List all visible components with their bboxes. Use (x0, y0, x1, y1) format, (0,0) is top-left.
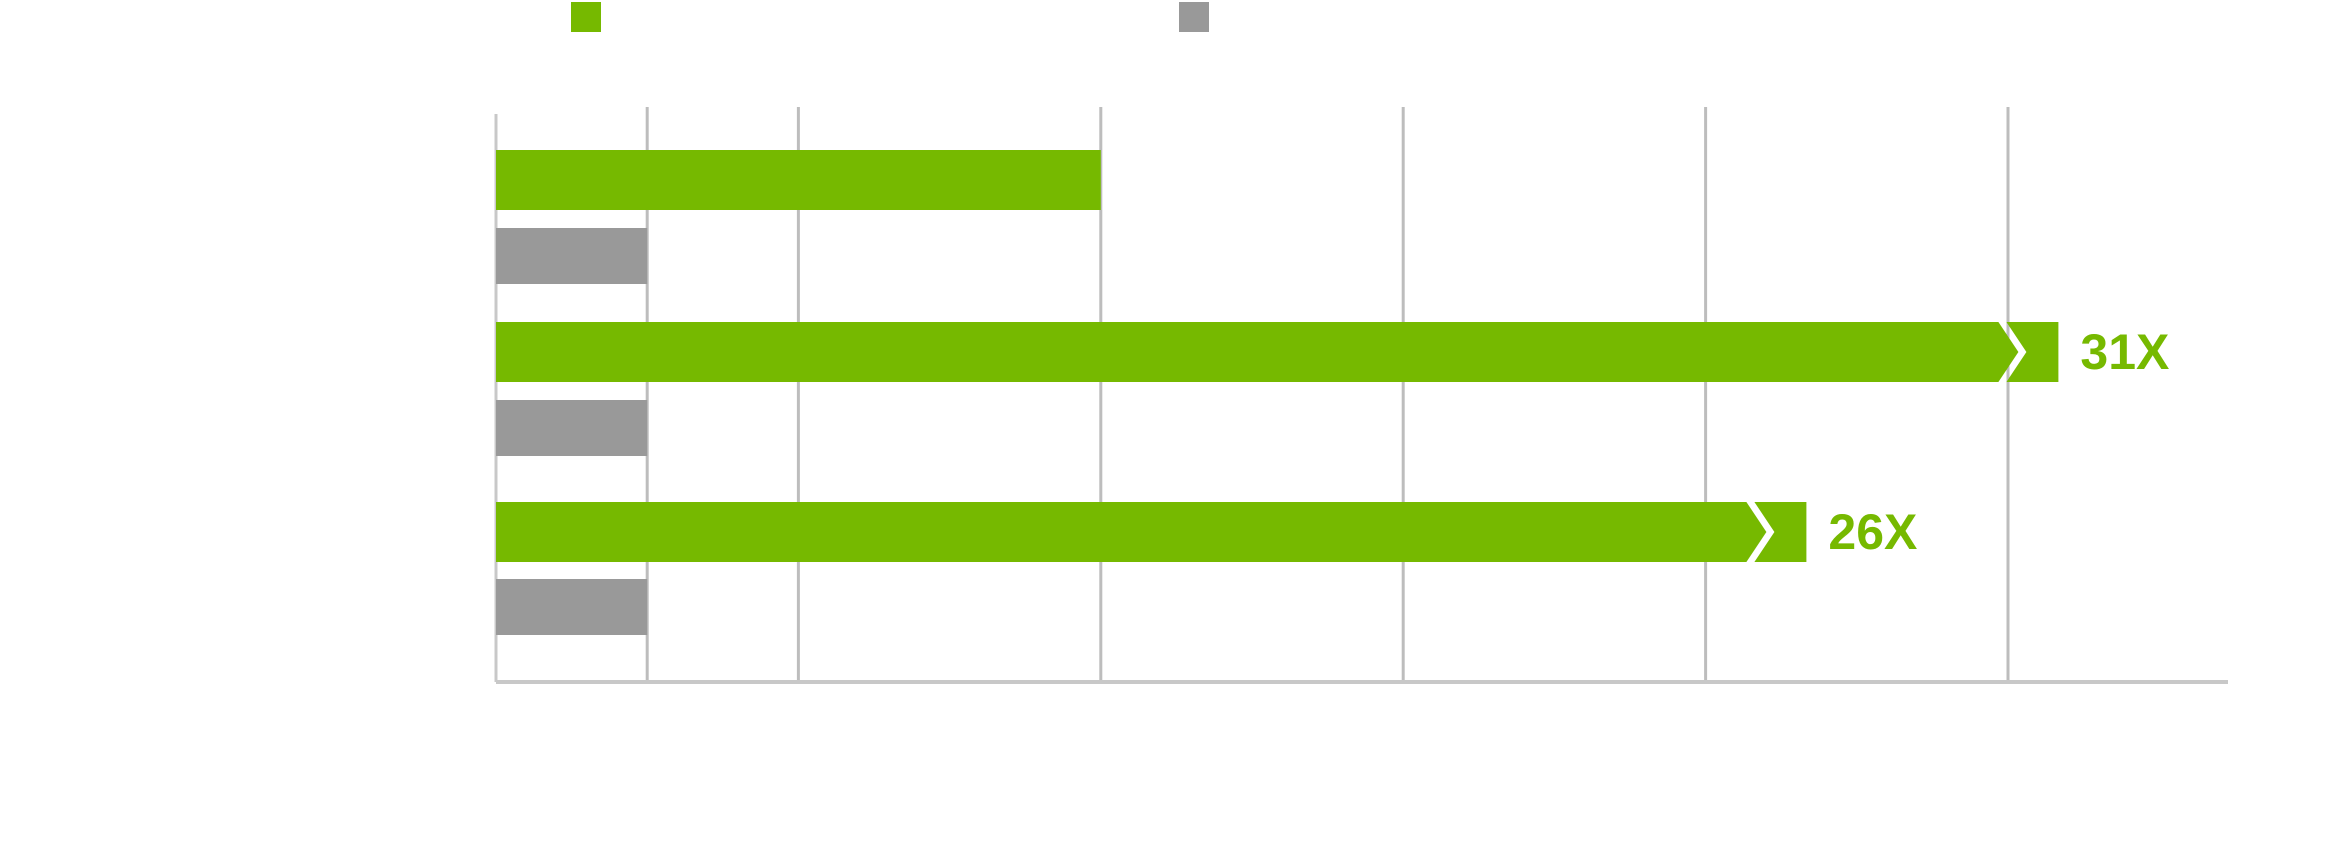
bars (496, 150, 2059, 635)
bar-gray-0 (496, 228, 648, 284)
bar-gray-2 (496, 579, 648, 635)
value-label-2: 26X (1828, 504, 1917, 560)
bar-green-1 (496, 322, 2019, 382)
bar-gray-1 (496, 400, 648, 456)
bar-green-2 (496, 502, 1767, 562)
value-labels: 31X 26X (1828, 324, 2169, 560)
legend-swatch-green (571, 2, 601, 32)
legend-swatch-gray (1179, 2, 1209, 32)
bar-green-break-end-1 (2006, 322, 2059, 382)
value-label-1: 31X (2080, 324, 2169, 380)
bar-green-0 (496, 150, 1101, 210)
bar-green-break-end-2 (1754, 502, 1807, 562)
